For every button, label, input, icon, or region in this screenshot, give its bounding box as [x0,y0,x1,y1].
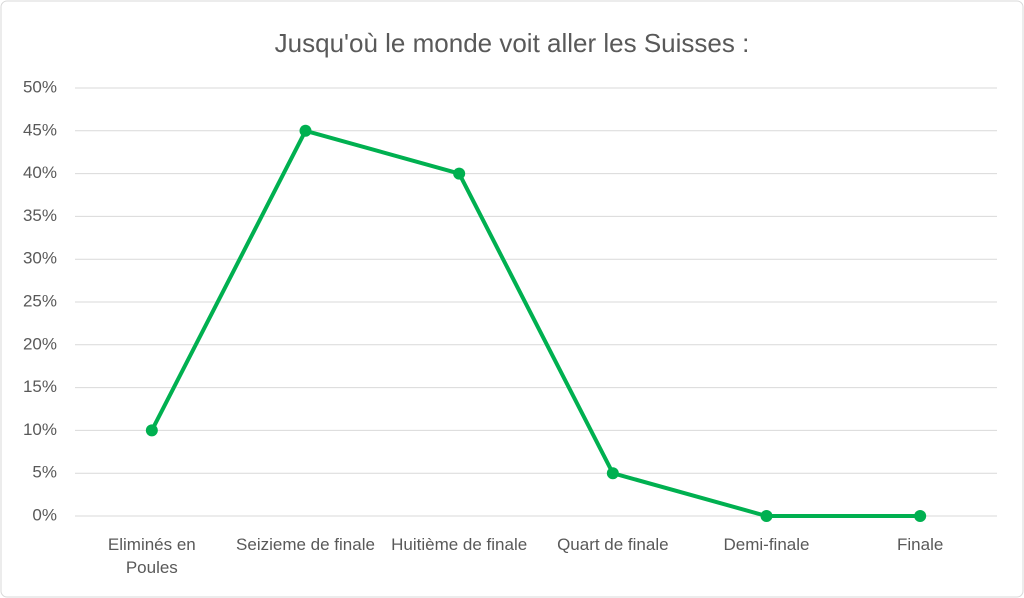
x-tick-label: Demi-finale [723,535,810,554]
data-point [606,467,619,480]
data-point [914,510,927,522]
y-tick-label: 25% [23,291,57,310]
chart-title: Jusqu'où le monde voit aller les Suisses… [275,28,750,58]
y-tick-label: 5% [32,463,57,482]
data-line [150,128,921,518]
x-tick-label: Eliminés en Poules [107,535,196,577]
y-tick-label: 50% [23,77,57,96]
y-tick-label: 40% [23,163,57,182]
y-tick-label: 30% [23,249,57,268]
x-tick-label: Finale [897,535,944,554]
y-tick-label: 10% [23,420,57,439]
data-point [453,167,466,180]
data-point [145,424,158,437]
data-point [299,124,312,137]
x-tick-label: Quart de finale [557,535,669,554]
y-tick-label: 0% [32,505,57,524]
x-tick-label: Seizieme de finale [236,535,375,554]
y-tick-label: 45% [23,120,57,139]
data-point [760,510,773,522]
y-tick-label: 35% [23,206,57,225]
y-tick-label: 15% [23,377,57,396]
x-tick-label: Huitième de finale [391,535,528,554]
y-tick-label: 20% [23,334,57,353]
